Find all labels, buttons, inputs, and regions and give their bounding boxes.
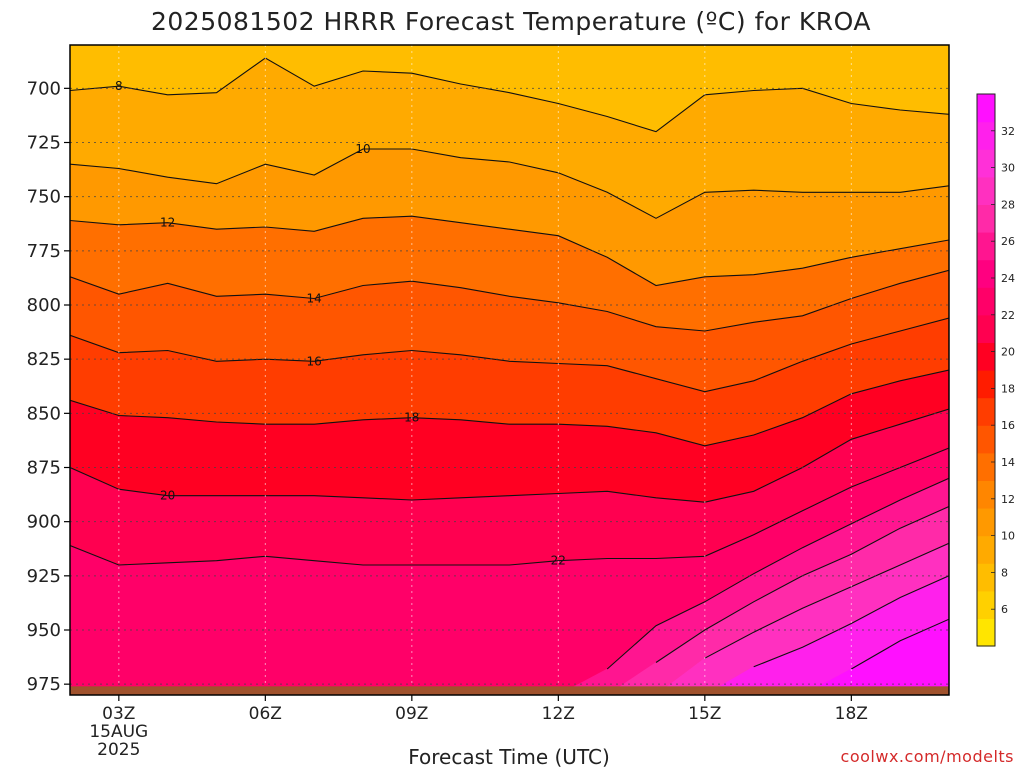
ground-layer <box>70 686 949 695</box>
y-tick-label: 750 <box>27 187 61 208</box>
contour-lines <box>70 57 949 670</box>
colorbar-swatch <box>977 232 995 261</box>
x-tick-label: 12Z <box>542 704 575 724</box>
chart-title: 2025081502 HRRR Forecast Temperature (ºC… <box>151 7 871 36</box>
colorbar-tick-label: 6 <box>1001 603 1008 616</box>
contour-label: 12 <box>160 216 175 230</box>
x-tick-label: 15Z <box>688 704 721 724</box>
y-tick-label: 875 <box>27 458 61 479</box>
contour-line-22 <box>70 447 949 566</box>
colorbar-tick-label: 10 <box>1001 530 1015 543</box>
y-tick-label: 825 <box>27 349 61 370</box>
colorbar-swatch <box>977 508 995 537</box>
contour-label: 8 <box>115 79 123 93</box>
colorbar-swatch <box>977 121 995 150</box>
contour-line-10 <box>70 148 949 219</box>
colorbar-tick-label: 24 <box>1001 272 1015 285</box>
y-tick-label: 700 <box>27 78 61 99</box>
colorbar-tick-label: 32 <box>1001 125 1015 138</box>
colorbar-swatch <box>977 314 995 343</box>
date-label-day: 15AUG <box>89 722 148 742</box>
x-tick-label: 09Z <box>395 704 428 724</box>
colorbar-tick-label: 20 <box>1001 346 1015 359</box>
colorbar-frame <box>976 93 996 647</box>
y-tick-label: 775 <box>27 241 61 262</box>
contour-line-30 <box>753 575 949 668</box>
contour-line-14 <box>70 269 949 332</box>
y-tick-label: 725 <box>27 133 61 154</box>
y-tick-label: 950 <box>27 620 61 641</box>
colorbar-swatch <box>977 563 995 592</box>
y-tick-label: 925 <box>27 566 61 587</box>
colorbar-tick-label: 28 <box>1001 198 1015 211</box>
contour-label: 16 <box>307 354 322 368</box>
y-axis: 700 725 750 775 800 825 850 875 900 925 950 975 <box>27 78 70 695</box>
contour-line-12 <box>70 215 949 287</box>
x-tick-label: 03Z <box>102 704 135 724</box>
temperature-band <box>70 506 949 695</box>
colorbar-swatch <box>977 94 995 123</box>
credit-text: coolwx.com/modelts <box>841 747 1014 766</box>
colorbar-swatch <box>977 149 995 178</box>
contour-label: 10 <box>355 142 370 156</box>
colorbar-swatch <box>977 342 995 371</box>
colorbar-tick-label: 26 <box>1001 235 1015 248</box>
y-tick-label: 800 <box>27 295 61 316</box>
contour-label: 18 <box>404 411 419 425</box>
colorbar-swatch <box>977 590 995 619</box>
colorbar-swatch <box>977 397 995 426</box>
colorbar-swatch <box>977 425 995 454</box>
x-axis: 03Z 06Z 09Z 12Z 15Z 18Z <box>102 695 868 724</box>
colorbar-tick-label: 18 <box>1001 382 1015 395</box>
colorbar-swatch <box>977 452 995 481</box>
y-tick-label: 850 <box>27 403 61 424</box>
contour-line-28 <box>704 542 949 659</box>
colorbar-tick-label: 8 <box>1001 566 1008 579</box>
colorbar-swatch <box>977 259 995 288</box>
y-tick-label: 975 <box>27 674 61 695</box>
colorbar-swatch <box>977 480 995 509</box>
contour-labels: 8 10 12 14 16 18 20 22 <box>115 79 566 568</box>
contour-label: 22 <box>551 554 566 568</box>
grid-lines <box>70 45 949 695</box>
contour-line-18 <box>70 369 949 447</box>
colorbar-tick-label: 12 <box>1001 493 1015 506</box>
x-tick-label: 18Z <box>835 704 868 724</box>
x-tick-label: 06Z <box>249 704 282 724</box>
colorbar-tick-label: 16 <box>1001 419 1015 432</box>
contour-label: 14 <box>307 292 322 306</box>
contour-line-32 <box>851 618 949 670</box>
colorbar-swatch <box>977 287 995 316</box>
colorbar-swatch <box>977 535 995 564</box>
date-label-year: 2025 <box>97 740 140 760</box>
colorbar-swatch <box>977 618 995 647</box>
x-axis-label: Forecast Time (UTC) <box>408 745 610 768</box>
contour-label: 20 <box>160 489 175 503</box>
contour-line-16 <box>70 317 949 393</box>
contour-line-24 <box>606 477 949 670</box>
colorbar-tick-label: 22 <box>1001 309 1015 322</box>
colorbar: 6 8 10 12 14 16 18 20 22 24 26 28 30 32 <box>976 93 1015 647</box>
plot-frame <box>69 44 950 696</box>
colorbar-swatch <box>977 176 995 205</box>
plot-area: 8 10 12 14 16 18 20 22 <box>70 45 949 695</box>
colorbar-swatch <box>977 204 995 233</box>
y-tick-label: 900 <box>27 512 61 533</box>
colorbar-tick-label: 14 <box>1001 456 1015 469</box>
colorbar-swatch <box>977 370 995 399</box>
colorbar-tick-label: 30 <box>1001 162 1015 175</box>
temperature-band <box>70 542 949 695</box>
temperature-band <box>70 477 949 695</box>
